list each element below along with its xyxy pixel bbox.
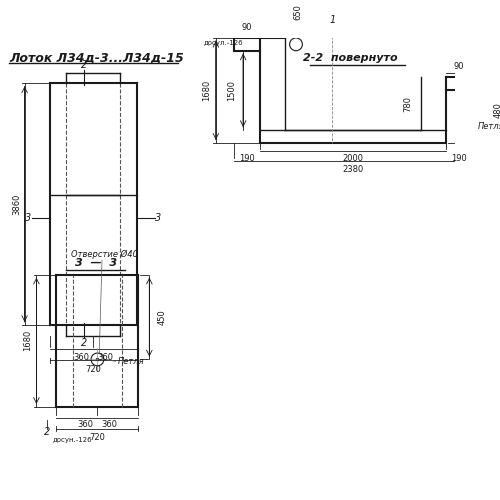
Text: 480: 480 [494,102,500,118]
Text: 360: 360 [74,353,90,362]
Text: 650: 650 [294,4,302,20]
Text: 450: 450 [158,309,166,325]
Text: 1680: 1680 [202,80,211,101]
Text: 3860: 3860 [12,194,21,215]
Text: 780: 780 [404,96,412,112]
Text: 3  —  3: 3 — 3 [74,258,116,268]
Text: 2: 2 [81,60,87,70]
Text: Лоток Л34д-3...Л34д-15: Лоток Л34д-3...Л34д-15 [9,52,184,64]
Text: 3: 3 [156,213,162,223]
Text: 90: 90 [454,62,464,70]
Text: Петля: Петля [118,357,144,366]
Text: 1500: 1500 [227,80,236,101]
Text: Петля: Петля [478,122,500,131]
Text: 2: 2 [44,428,51,438]
Text: 360: 360 [78,420,94,430]
Text: досун.-126: досун.-126 [53,436,92,442]
Text: досул.-126: досул.-126 [204,40,243,46]
Text: 190: 190 [239,154,254,162]
Text: 2-2  повернуто: 2-2 повернуто [304,54,398,64]
Text: 1680: 1680 [23,330,32,351]
Text: 720: 720 [90,433,106,442]
Text: 2000: 2000 [342,154,363,162]
Text: 2: 2 [81,338,87,348]
Text: 720: 720 [86,365,102,374]
Text: 3: 3 [25,213,32,223]
Text: 90: 90 [242,22,252,32]
Text: Отверстие Ø40: Отверстие Ø40 [71,250,138,260]
Text: 360: 360 [97,353,113,362]
Text: 2380: 2380 [342,164,363,173]
Text: 1: 1 [330,15,336,25]
Text: 360: 360 [102,420,117,430]
Text: 190: 190 [451,154,467,162]
